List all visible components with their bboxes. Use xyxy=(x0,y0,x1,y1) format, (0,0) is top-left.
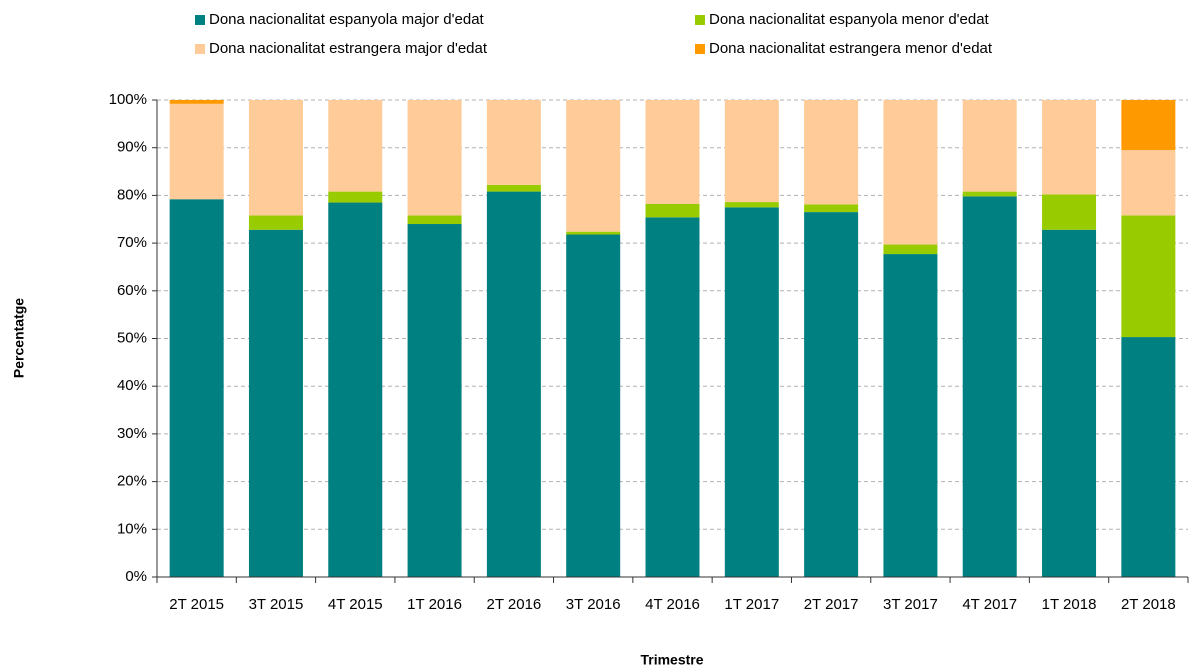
bar-segment xyxy=(724,202,779,208)
x-tick-label: 2T 2015 xyxy=(169,596,224,613)
legend-label: Dona nacionalitat espanyola menor d'edat xyxy=(709,11,990,28)
bar-segment xyxy=(486,191,541,578)
bar-segment xyxy=(1121,150,1176,216)
bar-segment xyxy=(566,100,621,232)
bar-segment xyxy=(1042,194,1097,230)
bar-segment xyxy=(962,100,1017,192)
bar-segment xyxy=(407,224,462,577)
y-tick-label: 60% xyxy=(117,282,147,299)
bar-segment xyxy=(248,229,303,577)
bar-segment xyxy=(804,100,859,205)
bar-segment xyxy=(169,100,224,104)
x-tick-label: 3T 2016 xyxy=(566,596,621,613)
legend-swatch xyxy=(195,44,205,54)
y-tick-label: 0% xyxy=(125,568,147,585)
bar-segment xyxy=(724,100,779,203)
bar-segment xyxy=(328,191,383,203)
x-tick-label: 1T 2016 xyxy=(407,596,462,613)
x-tick-label: 2T 2017 xyxy=(804,596,859,613)
y-tick-label: 90% xyxy=(117,139,147,156)
bar-segment xyxy=(486,100,541,185)
bar-segment xyxy=(169,199,224,577)
y-tick-label: 30% xyxy=(117,425,147,442)
x-axis-label: Trimestre xyxy=(640,652,703,668)
y-tick-label: 50% xyxy=(117,329,147,346)
y-tick-label: 10% xyxy=(117,520,147,537)
x-tick-label: 3T 2017 xyxy=(883,596,938,613)
legend-swatch xyxy=(195,15,205,25)
bar-segment xyxy=(407,215,462,225)
bar-segment xyxy=(566,234,621,577)
bar-segment xyxy=(645,203,700,218)
x-tick-label: 3T 2015 xyxy=(249,596,304,613)
y-tick-label: 20% xyxy=(117,473,147,490)
bar-segment xyxy=(1042,100,1097,195)
legend-label: Dona nacionalitat estrangera menor d'eda… xyxy=(709,40,993,57)
bar-segment xyxy=(1042,229,1097,577)
bar-segment xyxy=(328,202,383,577)
bar-segment xyxy=(248,100,303,216)
y-tick-label: 100% xyxy=(109,91,147,108)
bar-segment xyxy=(407,100,462,216)
bar-segment xyxy=(962,196,1017,577)
x-tick-label: 2T 2018 xyxy=(1121,596,1176,613)
bar-segment xyxy=(486,184,541,192)
legend-swatch xyxy=(695,15,705,25)
x-tick-label: 2T 2016 xyxy=(486,596,541,613)
y-tick-label: 70% xyxy=(117,234,147,251)
x-tick-label: 4T 2016 xyxy=(645,596,700,613)
bar-segment xyxy=(962,191,1017,197)
legend-swatch xyxy=(695,44,705,54)
bar-segment xyxy=(1121,337,1176,577)
bar-segment xyxy=(645,217,700,578)
y-axis-label: Percentatge xyxy=(11,298,27,378)
x-tick-label: 4T 2017 xyxy=(962,596,1017,613)
bar-segment xyxy=(883,244,938,255)
x-tick-label: 1T 2018 xyxy=(1042,596,1097,613)
x-tick-label: 4T 2015 xyxy=(328,596,383,613)
bar-segment xyxy=(1121,215,1176,338)
bar-segment xyxy=(804,204,859,213)
bar-segment xyxy=(169,103,224,200)
bar-segment xyxy=(248,215,303,230)
y-tick-label: 40% xyxy=(117,377,147,394)
bar-segment xyxy=(724,207,779,577)
x-tick-label: 1T 2017 xyxy=(724,596,779,613)
bar-segment xyxy=(566,231,621,235)
bar-segment xyxy=(883,100,938,245)
bar-segment xyxy=(1121,100,1176,151)
legend-label: Dona nacionalitat estrangera major d'eda… xyxy=(209,40,488,57)
legend-label: Dona nacionalitat espanyola major d'edat xyxy=(209,11,485,28)
y-tick-label: 80% xyxy=(117,186,147,203)
bar-segment xyxy=(328,100,383,192)
bar-segment xyxy=(883,254,938,578)
bar-segment xyxy=(645,100,700,204)
bar-segment xyxy=(804,212,859,577)
